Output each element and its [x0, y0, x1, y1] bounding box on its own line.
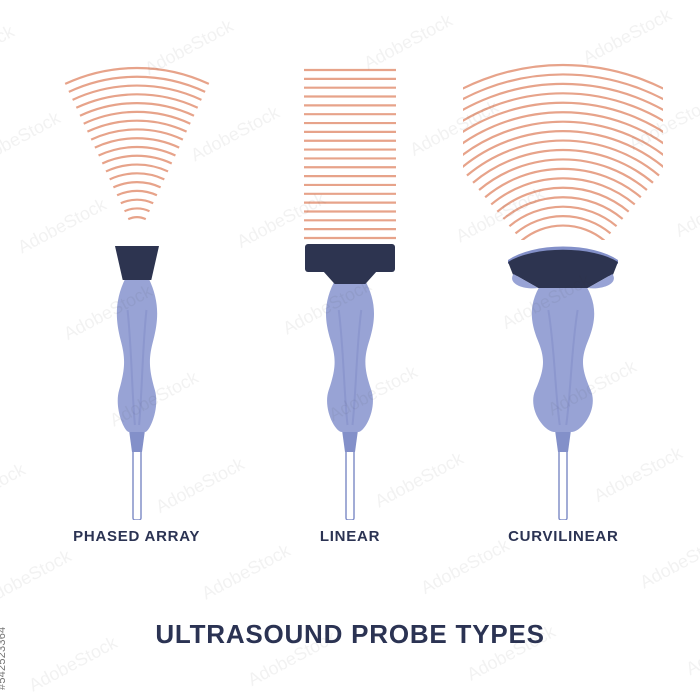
probe-phased: PHASED ARRAY	[37, 60, 237, 545]
probe-label-linear: LINEAR	[320, 528, 380, 545]
diagram-container: PHASED ARRAY LINEAR CURV	[0, 0, 700, 700]
beam-curvilinear	[463, 60, 663, 240]
probe-label-curvilinear: CURVILINEAR	[508, 528, 618, 545]
probe-curvilinear: CURVILINEAR	[463, 60, 663, 545]
probe-linear: LINEAR	[250, 60, 450, 545]
main-title: ULTRASOUND PROBE TYPES	[155, 619, 544, 650]
probes-row: PHASED ARRAY LINEAR CURV	[30, 40, 670, 599]
stock-id: #542523364	[0, 627, 8, 690]
probe-curvilinear-body	[493, 240, 633, 520]
probe-phased-body	[67, 240, 207, 520]
probe-label-phased: PHASED ARRAY	[73, 528, 200, 545]
beam-linear	[250, 60, 450, 240]
probe-linear-body	[280, 240, 420, 520]
beam-phased	[37, 60, 237, 240]
